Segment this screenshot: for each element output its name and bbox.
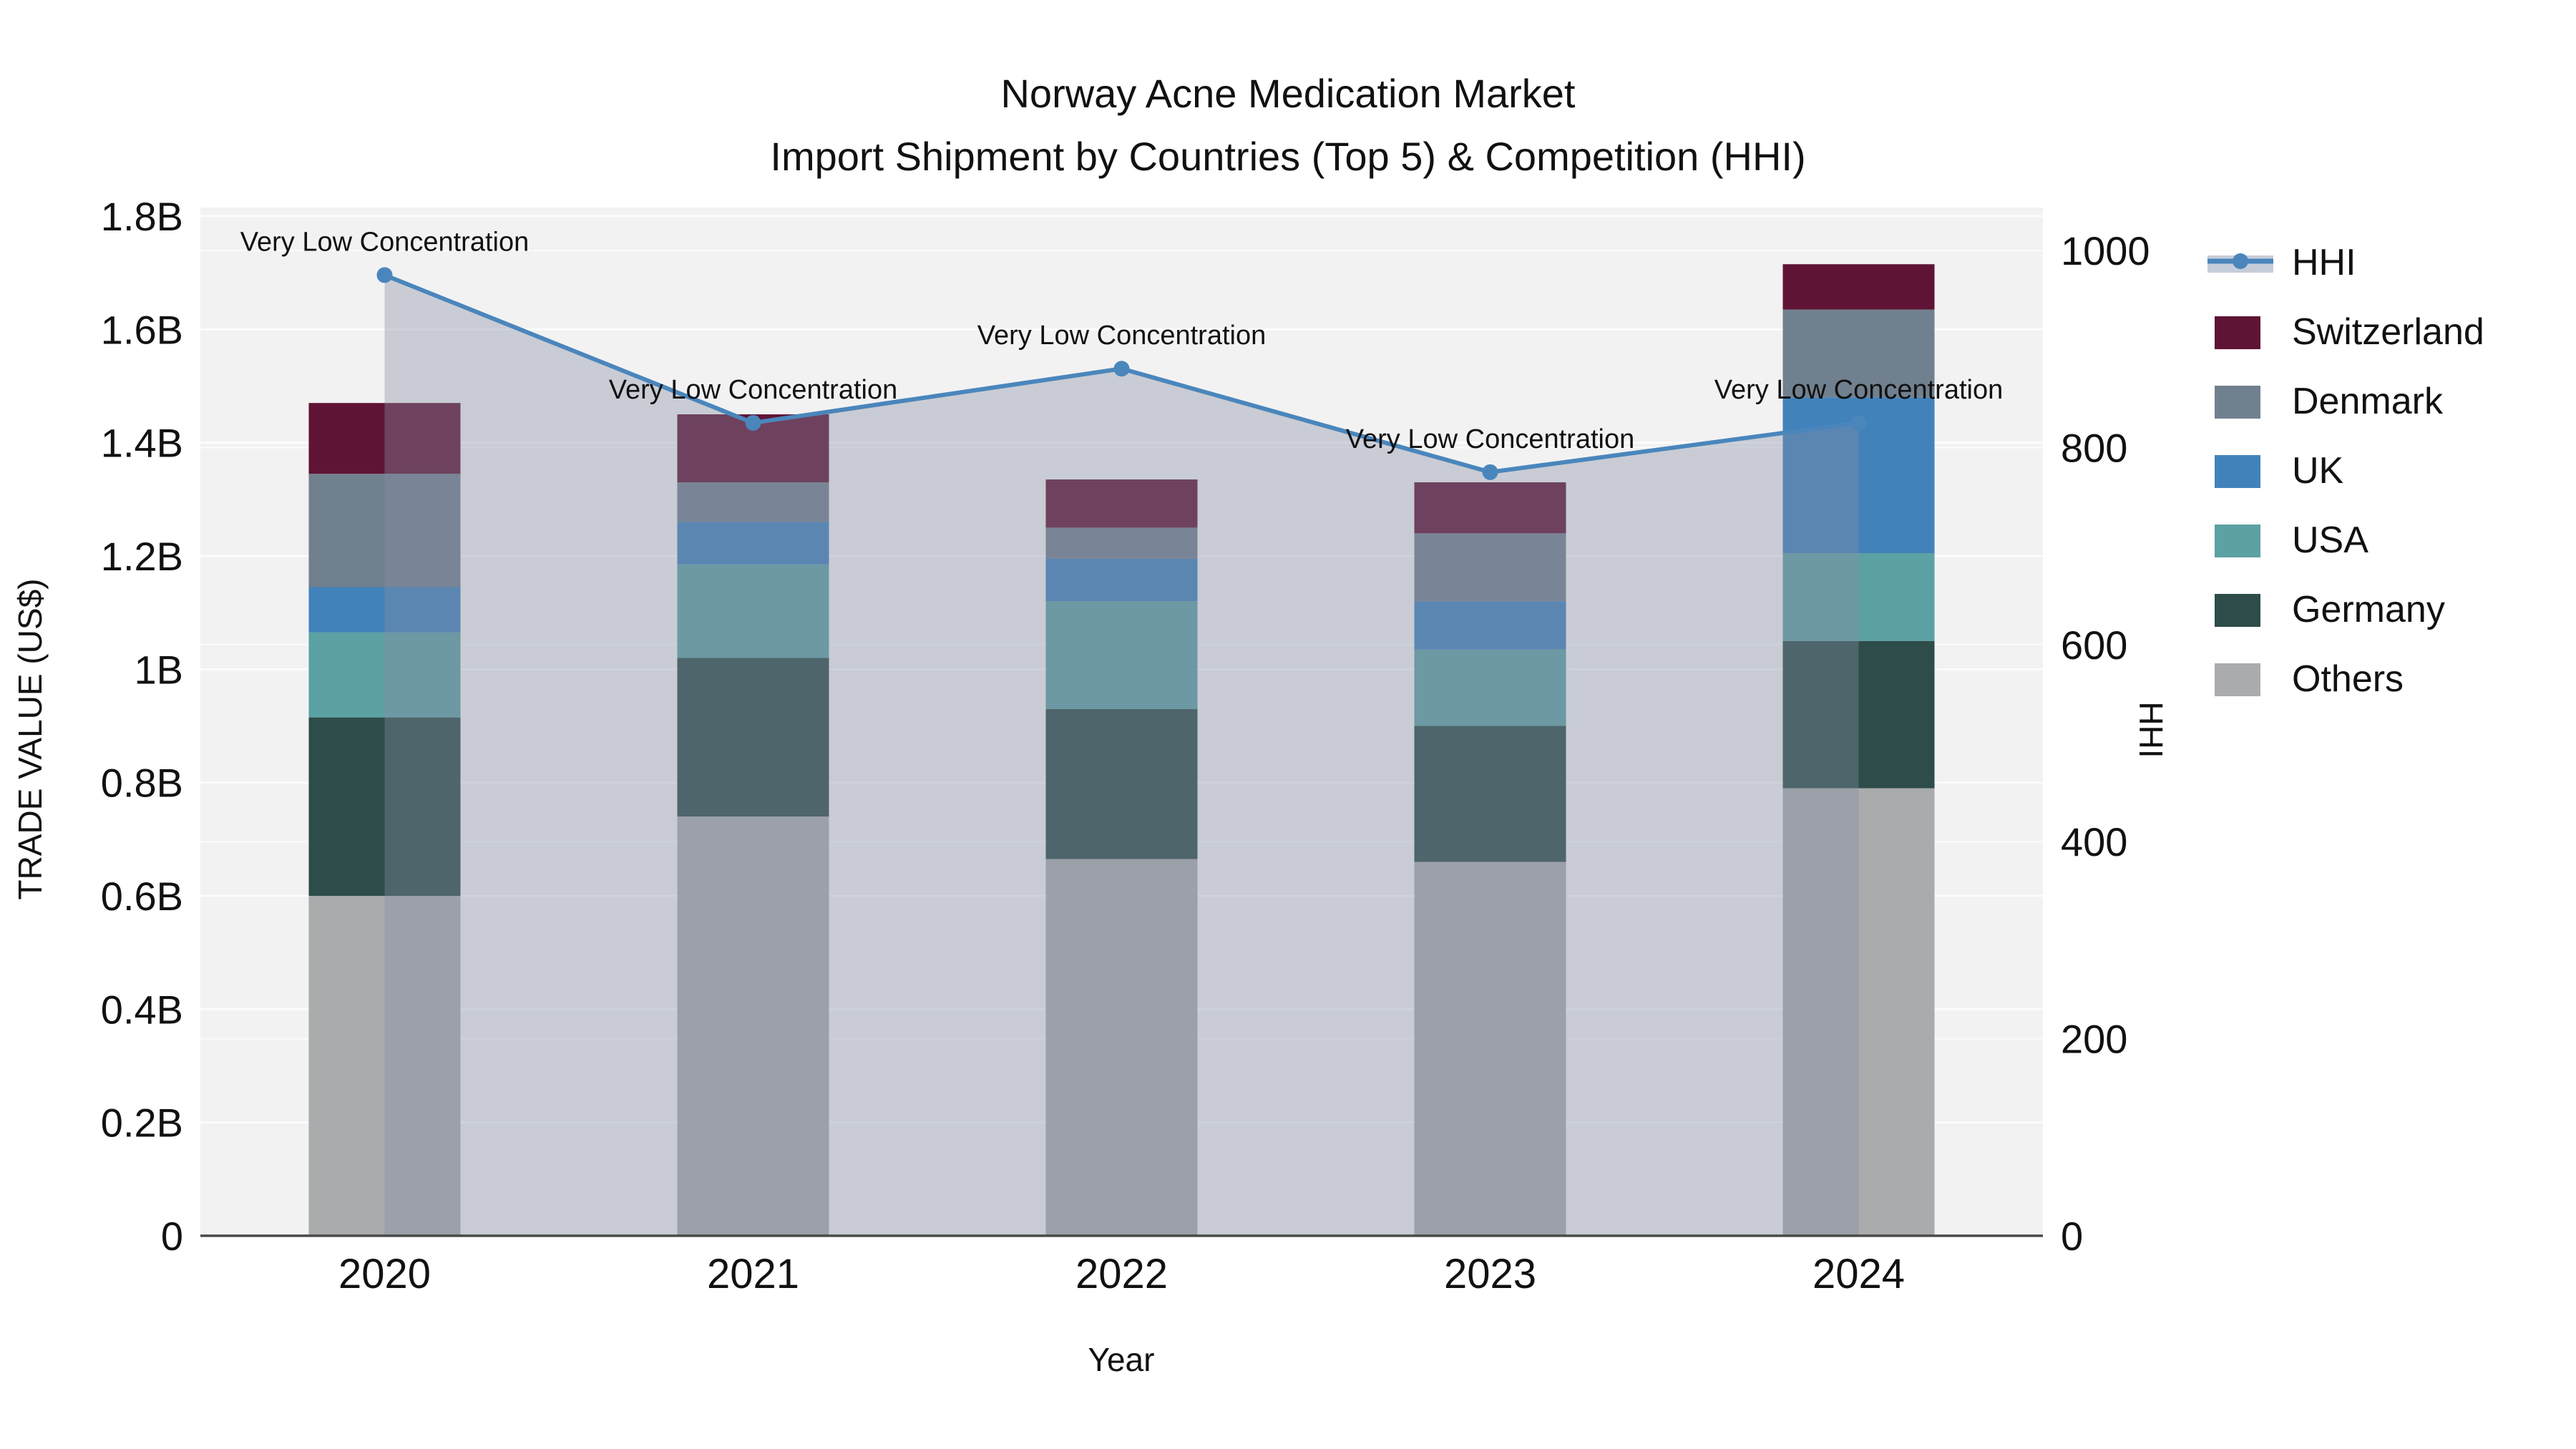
bar-segment-2022-uk[interactable] <box>1045 558 1198 602</box>
bar-segment-2020-switzerland[interactable] <box>308 403 461 474</box>
x-axis-tick-labels: 2020 2021 2022 2023 2024 <box>338 1251 1905 1297</box>
y-left-tick-1.2B: 1.2B <box>101 534 183 579</box>
bar-segment-2023-others[interactable] <box>1414 862 1566 1236</box>
annotation-2020: Very Low Concentration <box>240 227 529 257</box>
y-left-tick-0.6B: 0.6B <box>101 874 183 919</box>
y-left-tick-0: 0 <box>161 1214 183 1259</box>
y-left-tick-1.4B: 1.4B <box>101 421 183 466</box>
bar-segment-2020-denmark[interactable] <box>308 474 461 587</box>
annotation-2024: Very Low Concentration <box>1714 375 2003 405</box>
bar-segment-2024-denmark[interactable] <box>1782 309 1935 398</box>
color-swatch-icon <box>2207 659 2273 699</box>
y-right-tick-400: 400 <box>2061 819 2127 864</box>
bar-segment-2022-denmark[interactable] <box>1045 527 1198 559</box>
hhi-marker-2024[interactable] <box>1850 414 1867 431</box>
x-tick-2023: 2023 <box>1444 1251 1536 1297</box>
legend-item-others[interactable]: Others <box>2207 644 2484 713</box>
legend-item-germany[interactable]: Germany <box>2207 575 2484 644</box>
legend-label: Switzerland <box>2292 311 2484 353</box>
bar-segment-2021-usa[interactable] <box>677 564 829 658</box>
hhi-area-fill <box>384 275 1859 1236</box>
y-left-tick-1.6B: 1.6B <box>101 307 183 352</box>
color-swatch-icon <box>2207 381 2273 421</box>
bar-segment-2021-others[interactable] <box>677 816 829 1236</box>
x-tick-2021: 2021 <box>707 1251 799 1297</box>
x-tick-2020: 2020 <box>338 1251 431 1297</box>
bar-stacks <box>308 264 1935 1236</box>
bar-segment-2024-usa[interactable] <box>1782 553 1935 641</box>
annotation-2021: Very Low Concentration <box>609 375 897 405</box>
bar-segment-2021-denmark[interactable] <box>677 482 829 522</box>
color-swatch-icon <box>2207 520 2273 560</box>
y-axis-title: TRADE VALUE (US$) <box>11 578 49 899</box>
legend-item-uk[interactable]: UK <box>2207 436 2484 505</box>
annotations: Very Low Concentration Very Low Concentra… <box>240 227 2003 454</box>
x-tick-2024: 2024 <box>1813 1251 1905 1297</box>
legend-label: HHI <box>2292 241 2356 283</box>
annotation-2022: Very Low Concentration <box>977 321 1266 351</box>
color-swatch-icon <box>2207 590 2273 630</box>
y-left-tick-1B: 1B <box>135 647 184 692</box>
y-right-tick-600: 600 <box>2061 623 2127 668</box>
legend-label: Germany <box>2292 588 2445 630</box>
legend-label: Denmark <box>2292 380 2443 422</box>
bar-segment-2022-switzerland[interactable] <box>1045 479 1198 528</box>
y-right-tick-200: 200 <box>2061 1017 2127 1062</box>
bar-segment-2023-germany[interactable] <box>1414 726 1566 862</box>
y-axis-right-tick-labels: 0 200 400 600 800 1000 <box>2061 228 2150 1259</box>
bar-segment-2022-others[interactable] <box>1045 859 1198 1236</box>
color-swatch-icon <box>2207 312 2273 352</box>
chart-title-line2: Import Shipment by Countries (Top 5) & C… <box>770 134 1805 179</box>
bar-segment-2024-switzerland[interactable] <box>1782 264 1935 310</box>
y-left-tick-1.8B: 1.8B <box>101 194 183 239</box>
bar-segment-2021-germany[interactable] <box>677 658 829 817</box>
bar-segment-2021-uk[interactable] <box>677 522 829 565</box>
bar-segment-2023-denmark[interactable] <box>1414 533 1566 602</box>
y-right-tick-1000: 1000 <box>2061 228 2150 273</box>
bar-segment-2024-germany[interactable] <box>1782 640 1935 789</box>
annotation-2023: Very Low Concentration <box>1346 424 1634 454</box>
x-axis-title: Year <box>1088 1341 1155 1378</box>
x-tick-2022: 2022 <box>1075 1251 1168 1297</box>
bar-segment-2020-uk[interactable] <box>308 587 461 633</box>
legend-label: USA <box>2292 519 2368 561</box>
hhi-marker-2023[interactable] <box>1482 464 1498 480</box>
chart-title-line1: Norway Acne Medication Market <box>1000 71 1575 116</box>
bar-segment-2020-germany[interactable] <box>308 717 461 896</box>
hhi-line-swatch-icon <box>2207 243 2273 283</box>
legend-label: Others <box>2292 658 2404 700</box>
y2-axis-title: HHI <box>2132 701 2170 758</box>
y-right-tick-0: 0 <box>2061 1214 2083 1259</box>
legend-item-usa[interactable]: USA <box>2207 505 2484 575</box>
bar-segment-2023-usa[interactable] <box>1414 649 1566 726</box>
y-left-tick-0.8B: 0.8B <box>101 761 183 806</box>
bar-segment-2020-usa[interactable] <box>308 632 461 718</box>
legend-item-denmark[interactable]: Denmark <box>2207 366 2484 436</box>
legend-item-hhi[interactable]: HHI <box>2207 228 2484 297</box>
legend-label: UK <box>2292 449 2344 492</box>
bar-segment-2022-germany[interactable] <box>1045 708 1198 859</box>
bar-segment-2023-uk[interactable] <box>1414 601 1566 650</box>
y-left-tick-0.4B: 0.4B <box>101 987 183 1032</box>
hhi-marker-2020[interactable] <box>376 267 393 283</box>
hhi-markers <box>376 267 1867 480</box>
bar-segment-2022-usa[interactable] <box>1045 601 1198 709</box>
hhi-marker-2021[interactable] <box>745 414 761 431</box>
bar-segment-2023-switzerland[interactable] <box>1414 482 1566 534</box>
y-left-tick-0.2B: 0.2B <box>101 1101 183 1146</box>
legend: HHI Switzerland Denmark UK USA Germany Others <box>2207 228 2484 713</box>
bar-segment-2020-others[interactable] <box>308 895 461 1236</box>
legend-item-switzerland[interactable]: Switzerland <box>2207 297 2484 366</box>
hhi-marker-2022[interactable] <box>1113 361 1130 377</box>
y-axis-left-tick-labels: 0 0.2B 0.4B 0.6B 0.8B 1B 1.2B 1.4B 1.6B 1.8B <box>101 194 183 1259</box>
y-right-tick-800: 800 <box>2061 425 2127 470</box>
color-swatch-icon <box>2207 451 2273 491</box>
bar-segment-2024-others[interactable] <box>1782 788 1935 1236</box>
